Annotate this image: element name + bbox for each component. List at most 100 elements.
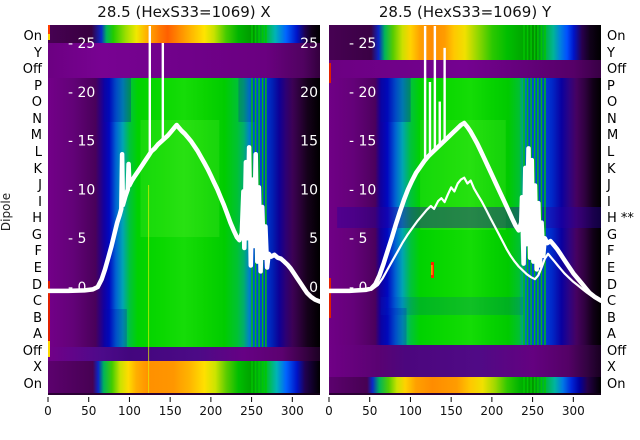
heatmap-band [329, 60, 601, 78]
row-label: On [607, 29, 626, 44]
x-tick-label: 50 [81, 404, 96, 418]
y-tick-label: - 10 [349, 182, 376, 198]
heatmap-panel-x-plane: - 25 25 - 20 20 - 15 15 - 10 10 - 5 5 - 0 0 0 50 100 15… [44, 25, 323, 418]
y-tick-label-right: 5 [309, 231, 318, 247]
row-label: G [607, 227, 618, 243]
row-label: O [31, 95, 42, 111]
row-label: G [31, 227, 42, 243]
row-label: E [607, 260, 616, 276]
row-label: H ** [607, 211, 634, 227]
panel-title-x: 28.5 (HexS33=1069) X [97, 3, 271, 21]
row-label: X [33, 360, 42, 376]
row-label: A [33, 327, 42, 343]
row-label: C [32, 294, 42, 310]
edge-mark [329, 278, 331, 318]
row-label: B [33, 310, 42, 326]
row-label: K [33, 161, 42, 177]
row-label: Y [34, 45, 42, 61]
x-tick-label: 200 [480, 404, 503, 418]
heatmap-patch [103, 309, 127, 347]
y-tick-label: - 5 [349, 231, 367, 247]
row-label: E [33, 260, 42, 276]
row-label: F [607, 244, 615, 260]
heatmap-band [329, 25, 601, 60]
x-tick-label: 0 [44, 404, 52, 418]
row-label: I [607, 194, 611, 210]
heatmap-band [329, 393, 601, 395]
edge-mark [48, 34, 50, 40]
x-tick-label: 200 [199, 404, 222, 418]
edge-mark [148, 185, 150, 393]
y-tick-label: - 20 [68, 85, 95, 101]
row-labels-right: On Y Off P O N M L K J I H ** G F E D C B A Off X On [606, 0, 640, 440]
heatmap-band [48, 347, 320, 361]
y-tick-label: - 0 [68, 280, 86, 296]
row-label: Off [607, 343, 627, 359]
row-label: K [607, 161, 616, 177]
edge-mark [48, 341, 50, 357]
heatmap-patch [380, 78, 411, 122]
profile-curve [45, 122, 323, 304]
panel-title-y: 28.5 (HexS33=1069) Y [378, 3, 552, 21]
row-label: Off [607, 62, 627, 78]
heatmap-band [48, 78, 320, 347]
x-tick-label: 0 [325, 404, 333, 418]
y-tick-label: - 25 [349, 36, 376, 52]
y-tick-label: - 0 [349, 280, 367, 296]
y-tick-label-right: 20 [300, 85, 318, 101]
heatmap-patch [140, 120, 220, 237]
row-label: M [607, 128, 619, 144]
x-tick-label: 300 [281, 404, 304, 418]
row-label: H [32, 211, 42, 227]
row-label: D [31, 277, 42, 293]
y-tick-label: - 10 [68, 182, 95, 198]
row-label: J [607, 178, 611, 194]
y-tick-label-right: 15 [300, 134, 318, 150]
y-tick-label-right: 25 [300, 36, 318, 52]
y-tick-label: - 5 [68, 231, 86, 247]
x-tick-label: 250 [521, 404, 544, 418]
row-label: I [38, 194, 42, 210]
row-label: P [34, 78, 42, 94]
row-label: L [34, 144, 42, 160]
heatmap-band [329, 345, 601, 377]
x-tick-label: 150 [159, 404, 182, 418]
x-tick-label: 100 [118, 404, 141, 418]
row-label: O [607, 95, 618, 111]
edge-mark [431, 265, 433, 275]
y-tick-label: - 20 [349, 85, 376, 101]
row-label: N [32, 111, 42, 127]
x-tick-label: 300 [562, 404, 585, 418]
x-tick-label: 150 [440, 404, 463, 418]
row-label: Y [607, 45, 615, 61]
heatmap-patch [337, 207, 601, 228]
row-label: M [30, 128, 42, 144]
row-label: Off [22, 343, 42, 359]
row-label: On [607, 376, 626, 392]
edge-mark [431, 262, 434, 278]
row-label: N [607, 111, 617, 127]
y-tick-label-right: 0 [309, 280, 318, 296]
heatmap-band [329, 377, 601, 393]
edge-mark [48, 25, 50, 34]
profile-curve [326, 120, 604, 303]
row-label: J [38, 178, 42, 194]
row-label: Off [22, 62, 42, 78]
y-tick-label: - 15 [349, 134, 376, 150]
x-tick-label: 50 [362, 404, 377, 418]
x-tick-label: 100 [399, 404, 422, 418]
row-label: D [607, 277, 618, 293]
heatmap-patch [238, 78, 255, 122]
y-tick-label-right: 10 [300, 182, 318, 198]
heatmap-band [48, 393, 320, 395]
heatmap-patch [380, 308, 407, 345]
heatmap-patch [103, 78, 131, 122]
heatmap-patch [380, 297, 524, 315]
row-label: F [34, 244, 42, 260]
row-label: L [607, 144, 615, 160]
row-label: A [607, 327, 616, 343]
row-label: X [607, 360, 616, 376]
heatmap-panel-y-plane: - 25 - 20 - 15 - 10 - 5 - 0 0 50 100 150 200 250 300 [325, 25, 604, 418]
